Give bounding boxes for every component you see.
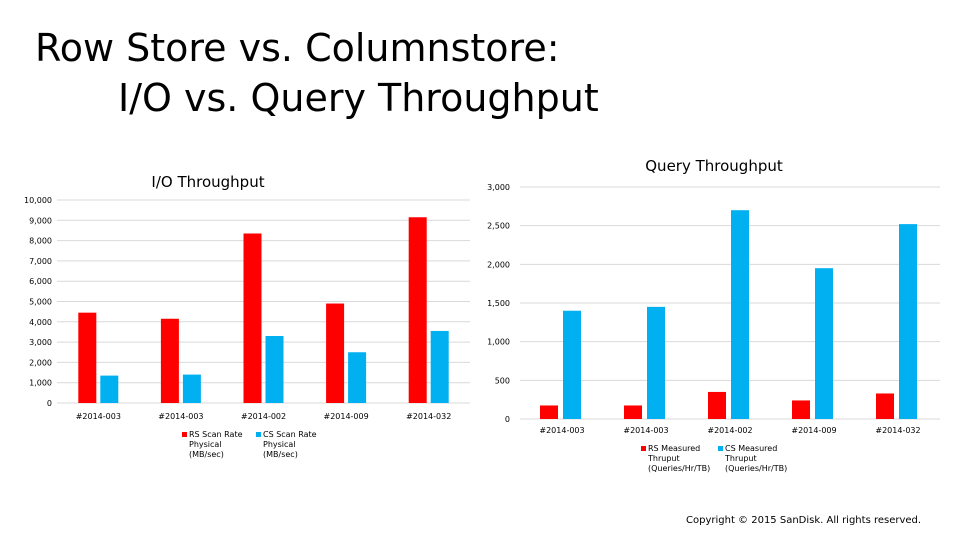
x-tick-label: #2014-032 — [406, 412, 451, 421]
bar-cs — [430, 330, 449, 403]
copyright-footer: Copyright © 2015 SanDisk. All rights res… — [686, 515, 922, 526]
y-tick-label: 2,000 — [29, 358, 52, 367]
y-tick-label: 4,000 — [29, 318, 52, 327]
bar-rs — [326, 303, 345, 403]
x-tick-label: #2014-002 — [241, 412, 286, 421]
bar-rs — [160, 318, 179, 403]
y-tick-label: 10,000 — [24, 196, 52, 205]
y-tick-label: 7,000 — [29, 257, 52, 266]
y-tick-label: 5,000 — [29, 298, 52, 307]
x-tick-label: #2014-003 — [158, 412, 203, 421]
y-tick-label: 3,000 — [29, 338, 52, 347]
chart-title: I/O Throughput — [151, 173, 264, 191]
bar-cs — [348, 352, 367, 403]
legend-swatch-cs — [256, 432, 261, 437]
y-tick-label: 1,000 — [29, 379, 52, 388]
slide-title-line2: I/O vs. Query Throughput — [118, 76, 599, 120]
bar-cs — [265, 336, 284, 403]
slide-title-line1: Row Store vs. Columnstore: — [35, 26, 560, 70]
y-tick-label: 9,000 — [29, 216, 52, 225]
bar-rs — [408, 217, 427, 403]
legend-label-rs: RS Scan Rate Physical (MB/sec) — [189, 430, 243, 459]
y-tick-label: 6,000 — [29, 277, 52, 286]
x-tick-label: #2014-009 — [323, 412, 368, 421]
bar-cs — [182, 374, 201, 403]
y-tick-label: 8,000 — [29, 237, 52, 246]
x-tick-label: #2014-003 — [76, 412, 121, 421]
bar-cs — [100, 375, 119, 403]
bar-rs — [78, 312, 97, 403]
y-tick-label: 0 — [47, 399, 52, 408]
legend-swatch-rs — [182, 432, 187, 437]
bar-rs — [243, 233, 262, 403]
legend-label-cs: CS Scan Rate Physical (MB/sec) — [263, 430, 317, 459]
